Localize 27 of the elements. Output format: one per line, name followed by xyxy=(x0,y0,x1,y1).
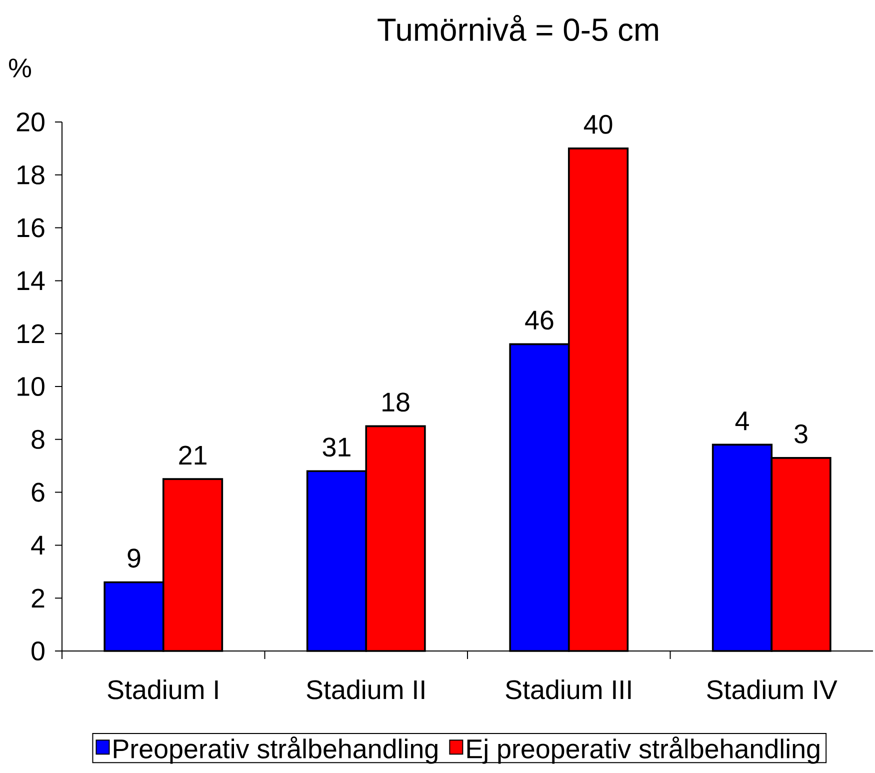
y-tick-label: 12 xyxy=(18,324,44,343)
annotation: 46 xyxy=(525,310,554,330)
annotation: 40 xyxy=(584,114,612,134)
chart-title: Tumörnivå = 0-5 cm xyxy=(378,15,658,42)
legend-label: Ej preoperativ strålbehandling xyxy=(467,736,820,764)
x-tick-label: Stadium I xyxy=(108,680,218,700)
y-tick-label: 18 xyxy=(18,165,44,184)
x-tick-label: Stadium IV xyxy=(707,680,838,700)
y-tick-label: 8 xyxy=(32,430,44,449)
y-tick-label: 20 xyxy=(16,112,44,132)
annotation: 21 xyxy=(179,446,206,465)
annotation: 31 xyxy=(322,438,350,457)
y-tick-label: 0 xyxy=(32,641,44,661)
annotation: 3 xyxy=(794,424,808,444)
y-tick-label: 2 xyxy=(32,588,44,608)
y-tick-label: 6 xyxy=(32,482,44,502)
y-tick-label: 14 xyxy=(18,271,45,290)
y-tick-label: 10 xyxy=(18,376,44,396)
annotation: 9 xyxy=(128,548,140,568)
annotation: 18 xyxy=(382,392,410,412)
annotation: 4 xyxy=(735,412,749,430)
legend-label: Preoperativ strålbehandling xyxy=(114,736,438,764)
y-axis-title: % xyxy=(8,58,32,78)
x-tick-label: Stadium II xyxy=(306,680,424,700)
y-tick-label: 16 xyxy=(18,218,44,238)
y-tick-label: 4 xyxy=(31,536,45,554)
x-tick-label: Stadium III xyxy=(506,680,631,700)
